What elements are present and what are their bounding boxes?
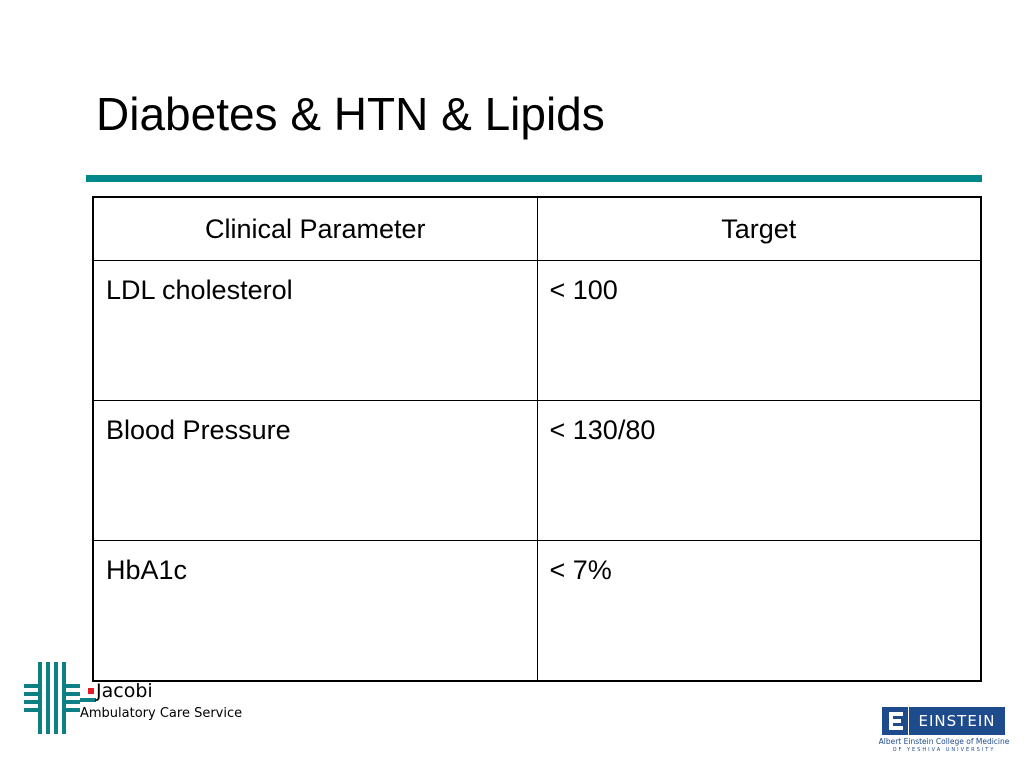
table-row: Blood Pressure < 130/80 <box>92 400 982 541</box>
parameter-cell: Blood Pressure <box>92 400 538 541</box>
einstein-logo-college: Albert Einstein College of Medicine <box>878 737 1010 746</box>
table-row: HbA1c < 7% <box>92 540 982 682</box>
target-cell: < 7% <box>536 540 982 682</box>
einstein-logo-university: OF YESHIVA UNIVERSITY <box>892 747 996 753</box>
jacobi-cross-logo-icon <box>24 662 96 734</box>
target-cell: < 130/80 <box>536 400 982 541</box>
parameter-cell: LDL cholesterol <box>92 260 538 401</box>
table-row: LDL cholesterol < 100 <box>92 260 982 401</box>
jacobi-logo-subtitle: Ambulatory Care Service <box>80 706 243 721</box>
title-divider <box>86 175 982 182</box>
parameter-cell: HbA1c <box>92 540 538 682</box>
jacobi-logo-name: Jacobi <box>96 680 153 702</box>
table-header-row: Clinical Parameter Target <box>92 196 982 261</box>
clinical-targets-table: Clinical Parameter Target LDL cholestero… <box>92 196 982 682</box>
header-target: Target <box>536 196 982 261</box>
slide-title: Diabetes & HTN & Lipids <box>96 88 605 140</box>
header-clinical-parameter: Clinical Parameter <box>92 196 538 261</box>
einstein-e-logo-icon <box>882 707 908 735</box>
einstein-logo-name: EINSTEIN <box>909 707 1005 735</box>
target-cell: < 100 <box>536 260 982 401</box>
